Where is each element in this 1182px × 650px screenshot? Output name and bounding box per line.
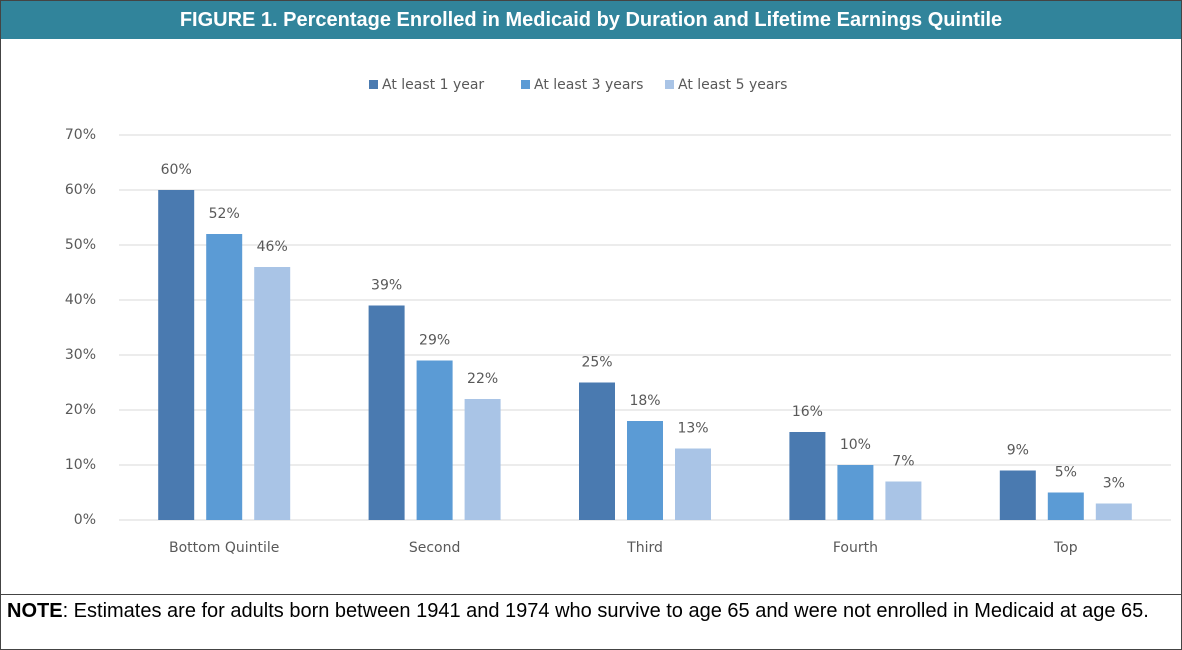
value-label: 18% bbox=[629, 393, 660, 409]
value-label: 22% bbox=[467, 371, 498, 387]
x-tick-label: Top bbox=[1053, 540, 1078, 556]
legend-swatch bbox=[665, 80, 674, 89]
bar bbox=[675, 448, 711, 520]
note: NOTE: Estimates are for adults born betw… bbox=[1, 594, 1181, 627]
y-tick-label: 50% bbox=[65, 237, 96, 253]
bar bbox=[999, 470, 1036, 520]
value-label: 5% bbox=[1055, 465, 1077, 481]
legend-swatch bbox=[521, 80, 530, 89]
y-tick-label: 40% bbox=[65, 292, 96, 308]
x-tick-label: Third bbox=[626, 540, 663, 556]
value-label: 13% bbox=[677, 421, 708, 437]
value-label: 39% bbox=[371, 278, 402, 294]
y-tick-label: 0% bbox=[74, 512, 96, 528]
value-label: 46% bbox=[257, 239, 288, 255]
value-label: 52% bbox=[209, 206, 240, 222]
value-label: 10% bbox=[840, 437, 871, 453]
value-label: 29% bbox=[419, 333, 450, 349]
y-tick-label: 10% bbox=[65, 457, 96, 473]
x-tick-label: Bottom Quintile bbox=[169, 540, 279, 556]
bar bbox=[885, 481, 922, 520]
x-tick-label: Second bbox=[409, 540, 461, 556]
y-tick-label: 60% bbox=[65, 182, 96, 198]
chart-title: FIGURE 1. Percentage Enrolled in Medicai… bbox=[1, 1, 1181, 39]
y-tick-label: 20% bbox=[65, 402, 96, 418]
legend-label: At least 1 year bbox=[382, 77, 484, 93]
value-label: 25% bbox=[581, 355, 612, 371]
bar bbox=[579, 382, 615, 520]
value-label: 16% bbox=[792, 404, 823, 420]
bar bbox=[627, 421, 663, 520]
bar bbox=[464, 399, 501, 520]
y-tick-label: 70% bbox=[65, 127, 96, 143]
legend-label: At least 3 years bbox=[534, 77, 643, 93]
note-label: NOTE bbox=[7, 600, 63, 622]
bar bbox=[368, 305, 405, 520]
bar bbox=[1047, 492, 1084, 520]
note-text: : Estimates are for adults born between … bbox=[62, 600, 1149, 622]
bar bbox=[254, 267, 291, 520]
bar bbox=[206, 234, 243, 520]
bar bbox=[1095, 503, 1132, 520]
legend-label: At least 5 years bbox=[678, 77, 787, 93]
value-label: 7% bbox=[892, 454, 914, 470]
x-tick-label: Fourth bbox=[833, 540, 878, 556]
value-label: 60% bbox=[161, 162, 192, 178]
value-label: 3% bbox=[1103, 476, 1125, 492]
bar bbox=[158, 190, 195, 520]
bar bbox=[837, 465, 874, 520]
y-tick-label: 30% bbox=[65, 347, 96, 363]
legend-swatch bbox=[369, 80, 378, 89]
chart: 0% 10% 20% 30% 40% 50% 60% 70% At least 1 year At… bbox=[65, 77, 1171, 556]
bar bbox=[416, 360, 453, 520]
bar bbox=[789, 432, 826, 520]
value-label: 9% bbox=[1007, 443, 1029, 459]
